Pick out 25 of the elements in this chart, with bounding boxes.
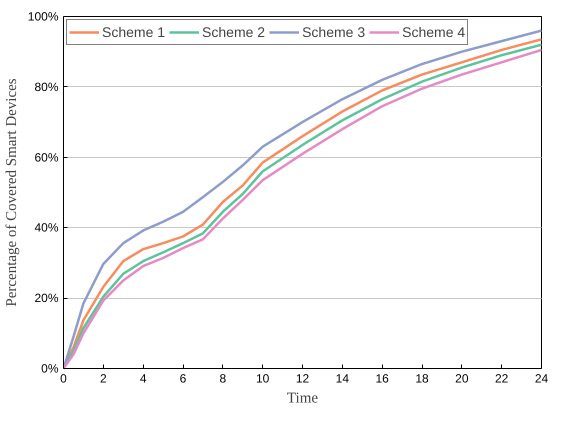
x-tick-label: 6: [180, 372, 187, 386]
legend-label: Scheme 2: [202, 24, 266, 40]
y-tick-label: 20%: [34, 291, 59, 306]
y-tick-label: 0%: [41, 362, 59, 376]
x-tick-label: 10: [256, 372, 270, 386]
x-tick-label: 14: [336, 372, 350, 386]
legend-label: Scheme 1: [102, 24, 166, 40]
legend-label: Scheme 4: [402, 24, 466, 40]
x-tick-label: 20: [455, 372, 469, 386]
x-tick-label: 4: [140, 372, 147, 386]
x-tick-label: 18: [415, 372, 429, 386]
x-tick-label: 16: [375, 372, 390, 386]
x-tick-label: 24: [534, 372, 548, 386]
legend-label: Scheme 3: [302, 24, 366, 40]
y-axis-title: Percentage of Covered Smart Devices: [4, 78, 20, 307]
y-tick-label: 60%: [34, 150, 59, 164]
x-axis-title: Time: [286, 390, 318, 406]
x-tick-label: 12: [296, 372, 310, 386]
y-tick-label: 80%: [34, 80, 59, 94]
x-tick-label: 0: [60, 372, 68, 386]
x-tick-label: 2: [100, 372, 107, 386]
x-tick-label: 22: [494, 372, 509, 386]
y-tick-label: 40%: [34, 220, 59, 235]
y-tick-label: 100%: [28, 10, 59, 24]
x-tick-label: 8: [219, 372, 226, 386]
